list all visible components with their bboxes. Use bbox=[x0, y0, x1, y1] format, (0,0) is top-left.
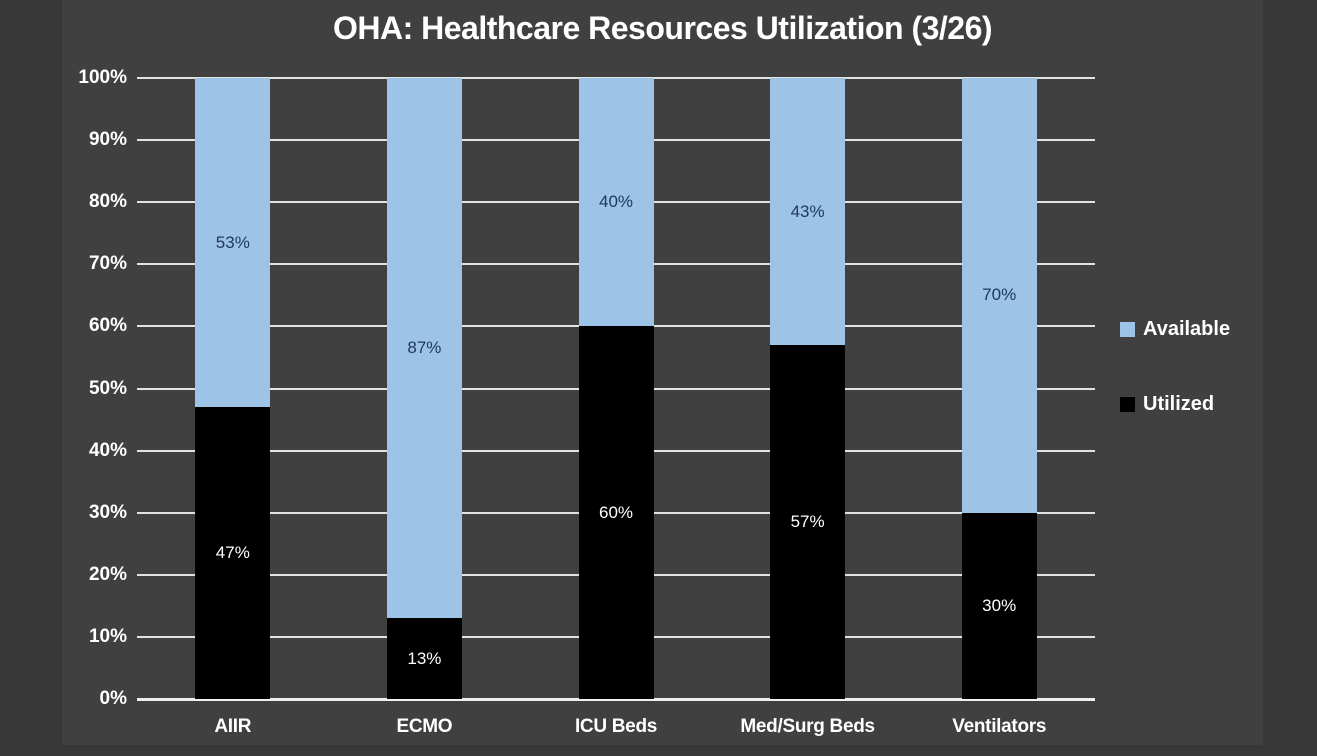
data-label-available: 87% bbox=[407, 338, 442, 358]
y-tick-label: 70% bbox=[88, 253, 127, 275]
x-axis-label: AIIR bbox=[214, 716, 252, 737]
y-tick-label: 20% bbox=[88, 563, 127, 585]
bar-ventilators: 30% 70% bbox=[961, 78, 1037, 699]
y-tick-label: 90% bbox=[88, 129, 127, 151]
y-tick-label: 30% bbox=[88, 501, 127, 523]
y-tick-label: 50% bbox=[88, 377, 127, 399]
x-axis: AIIR ECMO ICU Beds Med/Surg Beds Ventilators bbox=[137, 710, 1095, 742]
gridline bbox=[137, 77, 1095, 79]
bar-segment-utilized: 60% bbox=[578, 326, 654, 699]
bar-segment-available: 40% bbox=[578, 78, 654, 327]
y-tick-label: 80% bbox=[88, 191, 127, 213]
chart-title: OHA: Healthcare Resources Utilization (3… bbox=[332, 10, 993, 46]
data-label-utilized: 13% bbox=[407, 648, 442, 668]
legend-item-available: Available bbox=[1120, 316, 1230, 342]
data-label-utilized: 60% bbox=[598, 502, 634, 522]
x-axis-label: Med/Surg Beds bbox=[740, 716, 875, 737]
y-tick-label: 10% bbox=[88, 625, 127, 647]
legend: Available Utilized bbox=[1120, 316, 1230, 417]
data-label-utilized: 57% bbox=[790, 512, 825, 532]
legend-item-utilized: Utilized bbox=[1120, 391, 1230, 417]
bar-med-surg-beds: 57% 43% bbox=[770, 78, 846, 699]
data-label-available: 53% bbox=[215, 232, 250, 252]
y-axis: 0% 10% 20% 30% 40% 50% 60% 70% 80% 90% 100% bbox=[62, 67, 127, 709]
x-axis-label: ICU Beds bbox=[574, 716, 658, 737]
x-axis-label: ECMO bbox=[396, 716, 453, 737]
bar-ecmo: 13% 87% bbox=[386, 78, 462, 699]
y-tick-label: 0% bbox=[99, 688, 127, 709]
data-label-utilized: 30% bbox=[982, 595, 1017, 615]
bar-segment-available: 87% bbox=[386, 78, 462, 619]
bar-segment-utilized: 13% bbox=[386, 618, 462, 699]
x-axis-line bbox=[137, 698, 1095, 701]
bar-icu-beds: 60% 40% bbox=[578, 78, 654, 699]
utilized-swatch-icon bbox=[1120, 396, 1135, 412]
data-label-available: 40% bbox=[598, 192, 634, 212]
data-label-available: 43% bbox=[790, 201, 825, 221]
data-label-available: 70% bbox=[982, 285, 1017, 305]
bar-segment-available: 43% bbox=[770, 78, 846, 346]
legend-label-utilized: Utilized bbox=[1143, 392, 1215, 415]
bar-segment-available: 70% bbox=[961, 78, 1037, 513]
x-axis-label: Ventilators bbox=[952, 716, 1047, 737]
data-label-utilized: 47% bbox=[215, 543, 250, 563]
y-tick-label: 40% bbox=[88, 439, 127, 461]
bar-segment-utilized: 47% bbox=[195, 407, 271, 699]
legend-label-available: Available bbox=[1143, 317, 1231, 340]
chart-background: OHA: Healthcare Resources Utilization (3… bbox=[62, 0, 1263, 745]
available-swatch-icon bbox=[1120, 321, 1135, 337]
bar-aiir: 47% 53% bbox=[195, 78, 271, 699]
bar-segment-utilized: 30% bbox=[961, 512, 1037, 699]
bar-segment-utilized: 57% bbox=[770, 345, 846, 699]
plot-area: 47% 53% 13% 87% 60% 40% 57% 43% 30% 70% bbox=[137, 77, 1095, 701]
bar-segment-available: 53% bbox=[195, 78, 271, 408]
y-tick-label: 60% bbox=[88, 315, 127, 337]
y-tick-label: 100% bbox=[78, 67, 127, 88]
